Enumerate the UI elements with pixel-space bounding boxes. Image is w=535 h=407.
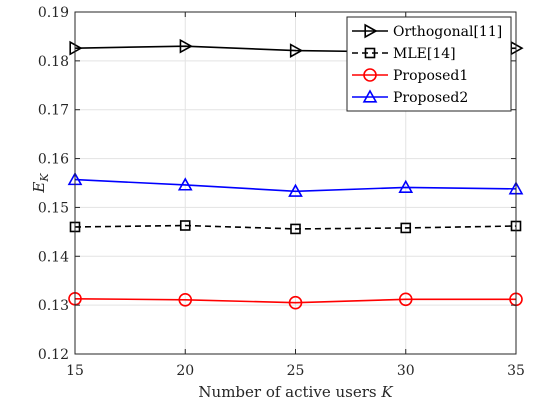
y-tick-label: 0.16 [38,152,69,168]
series-line [74,178,517,193]
x-axis-label: Number of active users K [198,383,393,401]
x-axis-label-variable: K [380,383,393,401]
series-line [74,224,517,230]
legend-label: MLE[14] [393,46,456,62]
data-point [179,38,193,54]
legend-entry: Proposed1 [352,68,468,84]
tick-labels: 15 20 25 30 35 0.12 0.13 0.14 0.15 0.16 0.17 0.18 0.… [38,5,525,379]
legend-marker [363,68,377,82]
legend-label: Proposed2 [393,90,468,106]
y-tick-label: 0.18 [38,54,69,70]
x-tick-label: 30 [397,363,415,379]
data-point [288,295,303,310]
data-point [177,177,193,191]
data-point [179,220,191,231]
y-tick-label: 0.12 [38,347,69,363]
x-tick-label: 35 [507,363,525,379]
legend-marker [364,23,378,39]
data-point [400,222,412,234]
data-point [69,40,83,56]
y-tick-label: 0.15 [38,200,69,216]
y-tick-label: 0.19 [38,5,69,21]
y-tick-label: 0.14 [38,249,69,265]
x-tick-label: 20 [176,363,194,379]
legend-label: Orthogonal[11] [393,24,502,40]
ticks [74,11,517,355]
y-tick-label: 0.17 [38,103,69,119]
x-tick-label: 25 [287,363,305,379]
y-axis-label: EK [30,173,51,194]
legend-entry: MLE[14] [352,46,456,62]
data-point [288,183,303,197]
legend-marker [362,89,378,103]
legend-label: Proposed1 [393,68,468,84]
legend-marker [364,47,376,59]
x-tick-label: 15 [66,363,84,379]
legend-entry: Orthogonal[11] [352,23,502,40]
data-point [289,43,304,58]
legend: Orthogonal[11] MLE[14] Proposed1 Proposed2 [346,16,512,112]
y-axis-label-base: E [30,182,48,194]
y-axis-label-subscript: K [38,173,51,183]
legend-entry: Proposed2 [352,89,468,106]
data-point [398,292,413,307]
y-tick-label: 0.13 [38,298,69,314]
series-line [74,297,516,304]
data-point [398,179,414,193]
data-point [178,292,193,307]
data-point [290,223,301,235]
